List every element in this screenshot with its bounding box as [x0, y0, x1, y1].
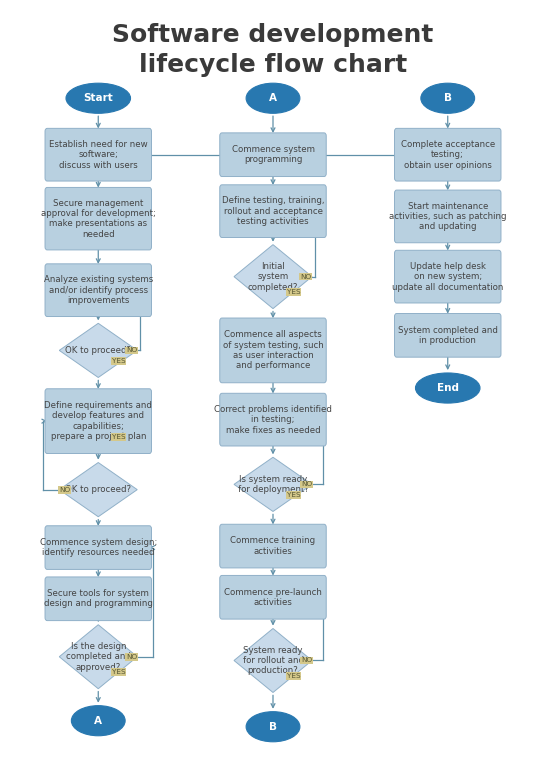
FancyBboxPatch shape [45, 526, 151, 569]
Text: YES: YES [112, 669, 126, 675]
Text: A: A [269, 94, 277, 103]
Polygon shape [234, 457, 312, 511]
Text: NO: NO [301, 658, 312, 664]
Ellipse shape [72, 705, 125, 736]
Polygon shape [234, 629, 312, 693]
FancyBboxPatch shape [220, 393, 326, 446]
Text: B: B [269, 721, 277, 732]
Text: NO: NO [301, 482, 312, 487]
Text: Commence system design;
identify resources needed: Commence system design; identify resourc… [39, 538, 157, 557]
Text: A: A [94, 715, 102, 726]
Text: Is the design
completed and
approved?: Is the design completed and approved? [66, 642, 130, 672]
FancyBboxPatch shape [220, 185, 326, 237]
FancyBboxPatch shape [220, 524, 326, 568]
Text: B: B [444, 94, 452, 103]
Text: YES: YES [112, 358, 126, 364]
FancyBboxPatch shape [45, 264, 151, 317]
FancyBboxPatch shape [395, 314, 501, 357]
Text: YES: YES [287, 289, 300, 295]
FancyBboxPatch shape [395, 250, 501, 303]
FancyBboxPatch shape [45, 129, 151, 181]
Text: NO: NO [59, 486, 70, 492]
Text: Define requirements and
develop features and
capabilities;
prepare a project pla: Define requirements and develop features… [44, 401, 152, 441]
Text: Correct problems identified
in testing;
make fixes as needed: Correct problems identified in testing; … [214, 405, 332, 435]
Text: YES: YES [112, 434, 126, 440]
Text: System ready
for rollout and
production?: System ready for rollout and production? [242, 645, 304, 676]
FancyBboxPatch shape [395, 129, 501, 181]
Text: Initial
system
completed?: Initial system completed? [248, 262, 298, 291]
Text: Commence pre-launch
activities: Commence pre-launch activities [224, 587, 322, 607]
FancyBboxPatch shape [45, 577, 151, 621]
Ellipse shape [246, 712, 300, 742]
Text: Establish need for new
software;
discuss with users: Establish need for new software; discuss… [49, 140, 147, 170]
FancyBboxPatch shape [220, 575, 326, 619]
Polygon shape [60, 463, 137, 517]
Ellipse shape [416, 373, 480, 403]
Text: YES: YES [287, 673, 300, 679]
Text: NO: NO [300, 274, 311, 279]
FancyBboxPatch shape [45, 389, 151, 454]
Text: OK to proceed?: OK to proceed? [66, 485, 131, 494]
Text: Commence system
programming: Commence system programming [232, 145, 314, 164]
Polygon shape [60, 625, 137, 689]
FancyBboxPatch shape [220, 133, 326, 177]
Text: Software development
lifecycle flow chart: Software development lifecycle flow char… [112, 23, 434, 77]
Text: OK to proceed?: OK to proceed? [66, 346, 131, 355]
Text: Start: Start [84, 94, 113, 103]
Ellipse shape [421, 83, 474, 113]
Text: Commence training
activities: Commence training activities [230, 537, 316, 556]
Text: NO: NO [126, 654, 138, 660]
Text: Commence all aspects
of system testing, such
as user interaction
and performance: Commence all aspects of system testing, … [223, 330, 323, 371]
Text: Analyze existing systems
and/or identify process
improvements: Analyze existing systems and/or identify… [44, 275, 153, 305]
Text: End: End [437, 383, 459, 393]
FancyBboxPatch shape [45, 187, 151, 250]
Text: Complete acceptance
testing;
obtain user opinions: Complete acceptance testing; obtain user… [401, 140, 495, 170]
Text: NO: NO [126, 347, 138, 353]
Text: Start maintenance
activities, such as patching
and updating: Start maintenance activities, such as pa… [389, 202, 507, 231]
Text: YES: YES [287, 492, 300, 498]
Text: Secure tools for system
design and programming: Secure tools for system design and progr… [44, 589, 153, 609]
Text: Secure management
approval for development;
make presentations as
needed: Secure management approval for developme… [41, 199, 156, 239]
Text: Update help desk
on new system;
update all documentation: Update help desk on new system; update a… [392, 262, 503, 291]
Polygon shape [234, 244, 312, 309]
Ellipse shape [66, 83, 130, 113]
FancyBboxPatch shape [220, 318, 326, 383]
Ellipse shape [246, 83, 300, 113]
Text: System completed and
in production: System completed and in production [398, 326, 498, 345]
Text: Is system ready
for deployment?: Is system ready for deployment? [238, 475, 308, 494]
Text: Define testing, training,
rollout and acceptance
testing activities: Define testing, training, rollout and ac… [222, 196, 324, 226]
Polygon shape [60, 323, 137, 377]
FancyBboxPatch shape [395, 190, 501, 243]
